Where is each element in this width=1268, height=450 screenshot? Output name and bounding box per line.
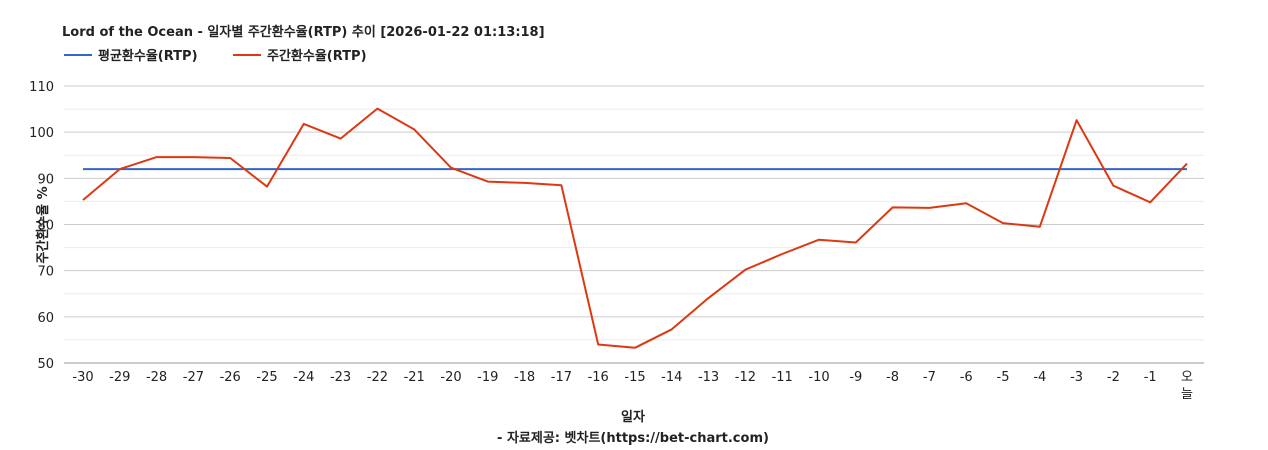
x-tick-label: -29 bbox=[109, 370, 130, 385]
y-tick-label: 100 bbox=[29, 126, 54, 141]
x-tick-label: -30 bbox=[72, 370, 93, 385]
x-tick-label: -19 bbox=[477, 370, 498, 385]
series-line-weekly bbox=[82, 107, 1188, 349]
y-axis-label: 주간환수율 % bbox=[35, 186, 51, 263]
chart-title: Lord of the Ocean - 일자별 주간환수율(RTP) 추이 [2… bbox=[62, 24, 545, 40]
y-tick-label: 50 bbox=[37, 357, 54, 372]
x-tick-label: -22 bbox=[367, 370, 388, 385]
x-tick-label: -21 bbox=[404, 370, 425, 385]
x-tick-label: -27 bbox=[183, 370, 204, 385]
x-tick-label: -4 bbox=[1033, 370, 1046, 385]
x-tick-label: -3 bbox=[1070, 370, 1083, 385]
x-tick-label: -7 bbox=[923, 370, 936, 385]
x-tick-label: -11 bbox=[772, 370, 793, 385]
x-tick-label: -5 bbox=[997, 370, 1010, 385]
x-tick-label: -16 bbox=[588, 370, 609, 385]
x-tick-label: -12 bbox=[735, 370, 756, 385]
x-tick-label: -8 bbox=[886, 370, 899, 385]
x-tick-label: -9 bbox=[849, 370, 862, 385]
x-tick-label: -14 bbox=[661, 370, 682, 385]
x-tick-label: -10 bbox=[808, 370, 829, 385]
y-tick-labels: 50 60 70 80 90 100 110 bbox=[29, 80, 54, 372]
y-tick-label: 70 bbox=[37, 265, 54, 280]
y-tick-label: 80 bbox=[37, 219, 54, 234]
x-tick-label: -1 bbox=[1144, 370, 1157, 385]
legend: 평균환수율(RTP) 주간환수율(RTP) bbox=[64, 48, 367, 64]
x-tick-label: -6 bbox=[960, 370, 973, 385]
legend-label-weekly: 주간환수율(RTP) bbox=[267, 48, 367, 64]
series-lines bbox=[82, 107, 1188, 349]
x-tick-labels: -30 -29 -28 -27 -26 -25 -24 -23 -22 -21 -20 -19 -18 -… bbox=[72, 370, 1193, 402]
y-tick-label: 60 bbox=[37, 311, 54, 326]
x-tick-label: -2 bbox=[1107, 370, 1120, 385]
x-tick-label: -20 bbox=[440, 370, 461, 385]
gridlines bbox=[64, 85, 1204, 364]
x-tick-label: -23 bbox=[330, 370, 351, 385]
source-caption: - 자료제공: 벳차트(https://bet-chart.com) bbox=[497, 430, 769, 446]
x-axis-label: 일자 bbox=[621, 410, 645, 425]
x-tick-label: -18 bbox=[514, 370, 535, 385]
y-tick-label: 90 bbox=[37, 172, 54, 187]
x-tick-label: -17 bbox=[551, 370, 572, 385]
x-tick-label: -28 bbox=[146, 370, 167, 385]
legend-label-average: 평균환수율(RTP) bbox=[98, 48, 198, 64]
x-tick-label: -13 bbox=[698, 370, 719, 385]
x-tick-label: -26 bbox=[220, 370, 241, 385]
x-tick-label: -25 bbox=[256, 370, 277, 385]
x-tick-label: -24 bbox=[293, 370, 314, 385]
x-tick-label: -15 bbox=[624, 370, 645, 385]
y-tick-label: 110 bbox=[29, 80, 54, 95]
